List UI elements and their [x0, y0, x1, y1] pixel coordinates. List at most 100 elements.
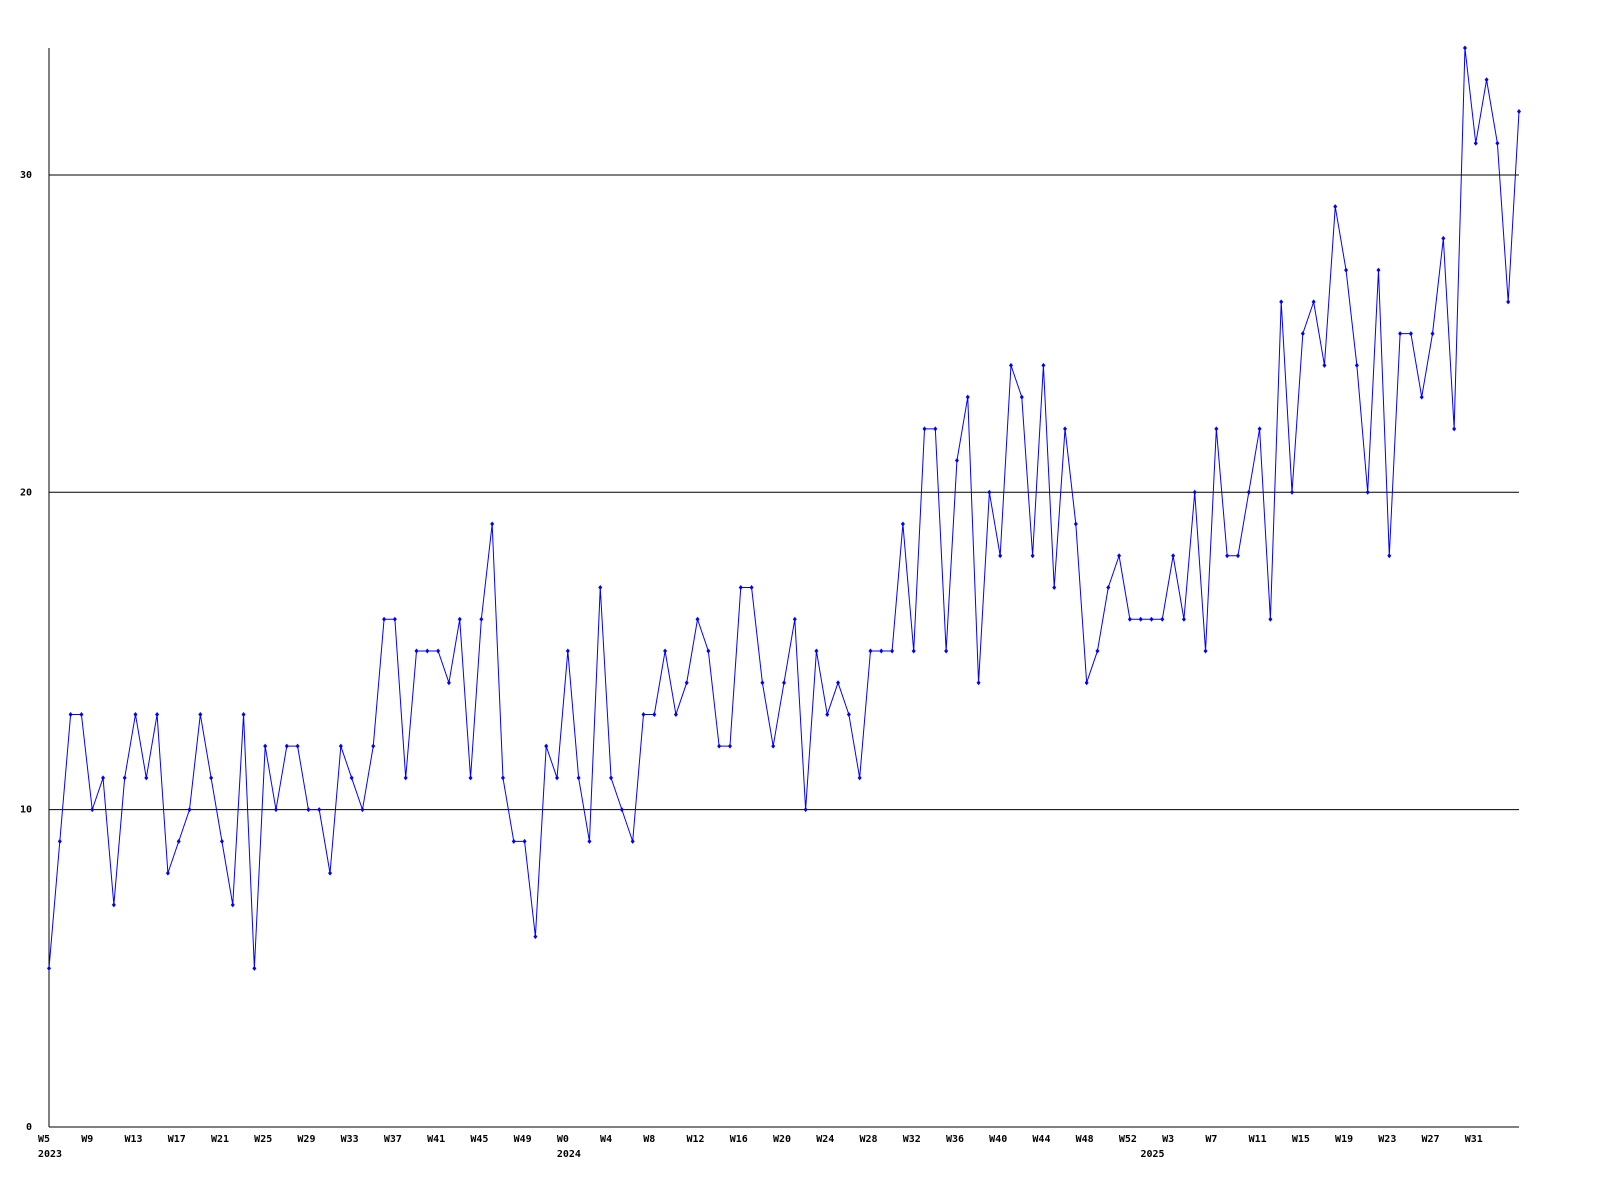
data-point — [1408, 331, 1413, 337]
data-point — [1073, 521, 1078, 527]
x-tick-label: W52 — [1119, 1134, 1137, 1145]
data-point — [263, 743, 268, 749]
data-point — [1452, 426, 1457, 432]
x-tick-label: W23 — [1378, 1134, 1396, 1145]
data-point — [1354, 362, 1359, 368]
data-point — [792, 616, 797, 622]
x-tick-label: W37 — [384, 1134, 402, 1145]
data-point — [782, 680, 786, 686]
data-point — [187, 807, 192, 813]
data-point — [857, 775, 862, 781]
data-point — [1127, 616, 1132, 622]
data-point — [965, 394, 970, 400]
y-tick-label: 20 — [20, 487, 32, 498]
data-point — [1138, 616, 1143, 622]
data-point — [500, 775, 505, 781]
data-point — [122, 775, 127, 781]
data-point — [1214, 426, 1219, 432]
data-point — [328, 870, 333, 876]
data-point — [706, 648, 711, 654]
data-point — [338, 743, 343, 749]
data-point — [511, 838, 516, 844]
data-point — [749, 585, 754, 590]
data-point — [1095, 648, 1100, 654]
data-point — [1311, 299, 1316, 305]
data-point — [317, 807, 322, 813]
data-point — [90, 807, 95, 813]
data-point — [273, 807, 278, 813]
data-point — [1398, 331, 1403, 337]
data-point — [1160, 616, 1165, 622]
data-point — [976, 680, 981, 686]
data-point — [1063, 426, 1068, 432]
data-point — [717, 743, 722, 749]
data-point — [176, 838, 181, 844]
data-point — [944, 648, 949, 654]
data-point — [1376, 267, 1381, 273]
data-point — [1517, 108, 1521, 114]
data-point — [1008, 362, 1013, 368]
data-point — [1300, 331, 1305, 337]
x-tick-label: W29 — [297, 1134, 315, 1145]
data-point — [1322, 362, 1327, 368]
data-point — [1203, 648, 1208, 654]
x-tick-label: W19 — [1335, 1134, 1353, 1145]
data-point — [1279, 299, 1284, 305]
data-point — [738, 585, 743, 590]
data-point — [1506, 299, 1511, 305]
data-point — [436, 648, 441, 654]
data-point — [414, 648, 419, 654]
data-point — [457, 616, 462, 622]
data-point — [349, 775, 354, 781]
data-point — [47, 965, 51, 971]
data-point — [727, 743, 732, 749]
data-point — [900, 521, 905, 527]
data-point — [587, 838, 592, 844]
data-point — [868, 648, 873, 654]
data-point — [392, 616, 397, 622]
year-label: 2025 — [1141, 1149, 1165, 1160]
x-tick-label: W36 — [946, 1134, 964, 1145]
x-tick-label: W24 — [816, 1134, 834, 1145]
x-tick-label: W11 — [1249, 1134, 1267, 1145]
data-point — [1181, 616, 1186, 622]
data-point — [155, 711, 160, 717]
y-tick-label: 0 — [26, 1122, 32, 1133]
data-point — [1484, 77, 1489, 83]
data-point — [998, 553, 1003, 559]
data-point — [522, 838, 527, 844]
data-point — [209, 775, 214, 781]
year-label: 2023 — [38, 1149, 62, 1160]
data-point — [565, 648, 570, 654]
data-point — [911, 648, 916, 654]
data-point — [1333, 204, 1338, 210]
data-point — [760, 680, 765, 686]
data-point — [1225, 553, 1230, 559]
x-tick-label: W12 — [687, 1134, 705, 1145]
data-point — [219, 838, 224, 844]
data-point — [79, 711, 84, 717]
data-point — [111, 902, 116, 908]
data-point — [57, 838, 62, 844]
year-label: 2024 — [557, 1149, 581, 1160]
data-point — [306, 807, 311, 813]
data-point — [684, 680, 689, 686]
x-tick-label: W27 — [1422, 1134, 1440, 1145]
x-tick-label: W49 — [514, 1134, 532, 1145]
data-point — [663, 648, 668, 654]
data-point — [382, 616, 387, 622]
data-point — [922, 426, 927, 432]
data-point — [1084, 680, 1089, 686]
data-point — [133, 711, 138, 717]
data-point — [230, 902, 235, 908]
x-tick-label: W41 — [427, 1134, 445, 1145]
data-point — [890, 648, 895, 654]
data-point — [771, 743, 776, 749]
data-point — [198, 711, 203, 717]
x-tick-label: W45 — [470, 1134, 488, 1145]
x-tick-label: W40 — [989, 1134, 1007, 1145]
data-point — [468, 775, 473, 781]
x-tick-label: W31 — [1465, 1134, 1483, 1145]
data-point — [1235, 553, 1240, 559]
